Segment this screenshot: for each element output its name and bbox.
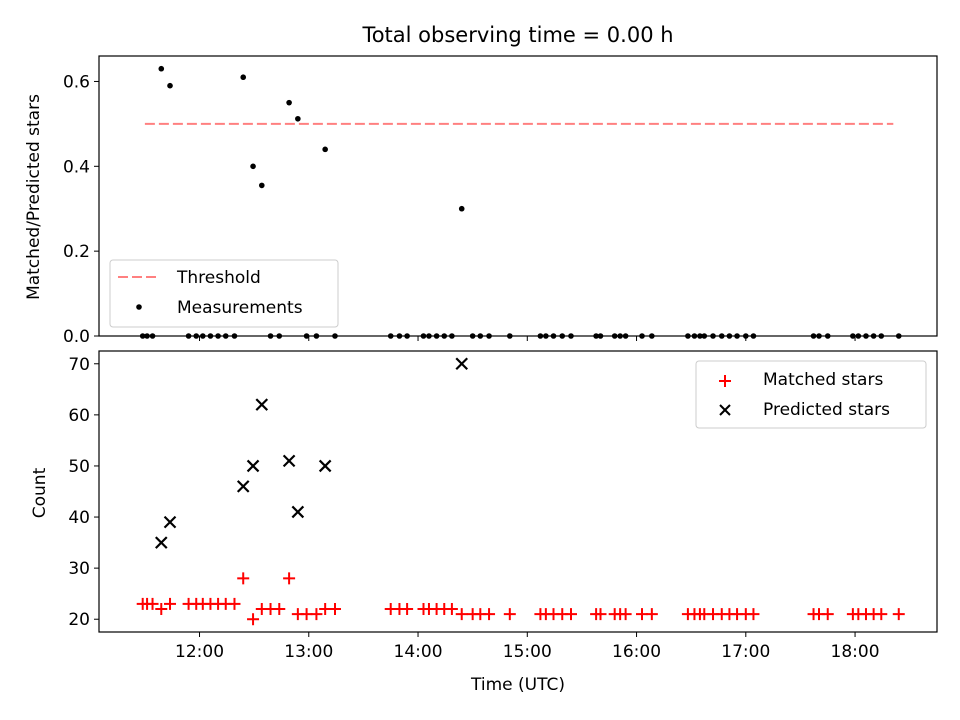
bottom-y-axis-label: Count [30,467,50,518]
matched-star-point [237,572,250,585]
matched-star-point [228,597,241,610]
bottom-y-tick-label: 40 [68,508,90,528]
matched-star-point [483,608,496,621]
bottom-legend-box [695,360,927,429]
measurement-point [322,146,328,153]
x-tick-label: 17:00 [721,642,770,662]
matched-star-point [146,597,159,610]
bottom-y-tick-label: 60 [68,406,90,426]
matched-star-point [445,603,458,616]
bottom-legend: Matched stars Predicted stars [695,360,927,429]
bottom-y-tick-label: 70 [68,355,90,375]
top-axes-ticks: 0.0 0.2 0.4 0.6 [63,72,856,347]
matched-star-point [892,608,905,621]
matched-star-point [164,597,177,610]
bottom-y-tick-label: 30 [68,559,90,579]
matched-star-point [645,608,658,621]
bottom-y-tick-label: 20 [68,610,90,630]
measurement-point [158,65,165,72]
legend-measurements-label: Measurements [177,298,303,318]
legend-matched-swatch [719,375,731,387]
predicted-star-point [255,398,269,411]
measurement-point [240,74,247,81]
top-y-tick-label: 0.0 [63,327,90,347]
x-tick-label: 16:00 [612,642,661,662]
predicted-star-point [236,480,250,493]
matched-star-point [328,603,341,616]
legend-measurements-swatch [136,304,142,310]
top-y-tick-label: 0.6 [63,72,90,92]
measurement-point [258,182,265,189]
bottom-data-marks [136,357,905,626]
matched-star-point [564,608,577,621]
bottom-axes-ticks: 20 30 40 50 60 70 12:00 13:00 14:00 15:00 16:00 17:… [68,355,879,662]
top-panel: Total observing time = 0.00 h 0.00.20.40… [24,23,938,347]
bottom-axes-frame [98,350,938,633]
matched-star-point [619,608,632,621]
legend-threshold-label: Threshold [176,268,261,288]
matched-star-point [594,608,607,621]
measurement-point [286,99,292,106]
predicted-star-point [154,536,168,549]
measurement-point [250,163,256,170]
top-y-tick-label: 0.4 [63,157,90,177]
matched-star-point [455,608,468,621]
measurement-point [458,205,465,212]
measurement-point [295,115,301,122]
x-tick-label: 14:00 [394,642,443,662]
matched-star-point [503,608,516,621]
predicted-star-point [291,505,305,519]
predicted-star-point [246,459,260,473]
legend-predicted-swatch [719,404,731,416]
top-y-tick-label: 0.2 [63,242,90,262]
matched-star-point [273,603,286,616]
predicted-star-point [318,459,332,473]
x-tick-label: 15:00 [503,642,552,662]
top-legend-box [109,259,339,328]
matched-star-point [310,608,323,621]
x-tick-label: 13:00 [284,642,333,662]
x-axis-label: Time (UTC) [470,675,565,695]
x-tick-label: 12:00 [175,642,224,662]
matched-star-point [155,603,168,616]
bottom-panel: 20 30 40 50 60 70 12:00 13:00 14:00 15:00 16:00 17:… [30,350,938,695]
matched-star-point [283,572,296,585]
predicted-star-point [163,515,177,529]
matched-star-point [821,608,834,621]
bottom-y-tick-label: 50 [68,457,90,477]
legend-predicted-label: Predicted stars [763,400,890,420]
top-axes-frame [98,55,938,337]
top-legend: Threshold Measurements [109,259,339,328]
predicted-star-point [282,454,296,468]
measurement-point [167,82,173,89]
matched-star-point [401,603,414,616]
predicted-star-point [455,357,469,371]
chart-title: Total observing time = 0.00 h [361,23,673,47]
legend-matched-label: Matched stars [763,370,883,390]
matched-star-point [247,613,260,626]
top-y-axis-label: Matched/Predicted stars [24,94,44,300]
matched-star-point [747,608,760,621]
matched-star-point [875,608,888,621]
x-tick-label: 18:00 [831,642,880,662]
